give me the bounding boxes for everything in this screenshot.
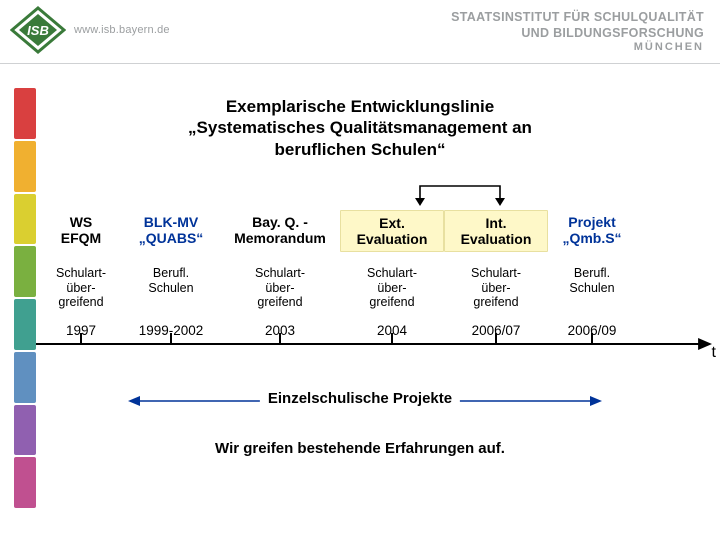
head-l2: Memorandum: [222, 230, 338, 246]
side-bar-segment: [14, 88, 36, 139]
axis-tick: [548, 333, 636, 343]
title-line2: „Systematisches Qualitätsmanagement an: [120, 117, 600, 138]
head-l2: „QUABS“: [124, 230, 218, 246]
closing-statement: Wir greifen bestehende Erfahrungen auf.: [215, 440, 505, 457]
axis-tick: [40, 333, 122, 343]
side-bar-segment: [14, 299, 36, 350]
slide-header: ISB www.isb.bayern.de STAATSINSTITUT FÜR…: [0, 0, 720, 70]
side-bar-segment: [14, 246, 36, 297]
timeline-head-blk-mv: BLK-MV„QUABS“: [122, 210, 220, 252]
timeline-grid: WSEFQMBLK-MV„QUABS“Bay. Q. -MemorandumEx…: [40, 210, 704, 338]
isb-logo-icon: ISB: [10, 6, 66, 54]
feedback-arrow: [404, 180, 516, 206]
institute-line2: UND BILDUNGSFORSCHUNG: [451, 26, 704, 42]
timeline-sub-projekt-qmbs: Berufl.Schulen: [548, 266, 636, 309]
head-l1: BLK-MV: [124, 214, 218, 230]
side-bar-segment: [14, 405, 36, 456]
head-l2: Evaluation: [343, 231, 441, 247]
institute-name: STAATSINSTITUT FÜR SCHULQUALITÄT UND BIL…: [451, 10, 704, 55]
projects-span-label: Einzelschulische Projekte: [260, 390, 460, 407]
timeline-head-bay-q: Bay. Q. -Memorandum: [220, 210, 340, 252]
head-l1: Bay. Q. -: [222, 214, 338, 230]
axis-variable: t: [712, 344, 716, 362]
timeline-sub-ws-efqm: Schulart-über-greifend: [40, 266, 122, 309]
timeline-head-ext-eval: Ext.Evaluation: [340, 210, 444, 252]
slide-title: Exemplarische Entwicklungslinie „Systema…: [120, 96, 600, 160]
timeline-sub-int-eval: Schulart-über-greifend: [444, 266, 548, 309]
logo-url: www.isb.bayern.de: [74, 24, 170, 36]
side-accent-bars: [14, 88, 36, 508]
head-l1: Int.: [447, 215, 545, 231]
timeline-head-ws-efqm: WSEFQM: [40, 210, 122, 252]
timeline-sub-bay-q: Schulart-über-greifend: [220, 266, 340, 309]
head-l1: WS: [42, 214, 120, 230]
axis-tick: [122, 333, 220, 343]
institute-city: MÜNCHEN: [451, 41, 704, 55]
side-bar-segment: [14, 194, 36, 245]
head-l1: Ext.: [343, 215, 441, 231]
head-l2: Evaluation: [447, 231, 545, 247]
timeline-head-int-eval: Int.Evaluation: [444, 210, 548, 252]
timeline-head-projekt-qmbs: Projekt„Qmb.S“: [548, 210, 636, 252]
head-l2: „Qmb.S“: [550, 230, 634, 246]
side-bar-segment: [14, 141, 36, 192]
header-rule: [0, 63, 720, 64]
timeline-ticks: [40, 333, 704, 343]
timeline-sub-ext-eval: Schulart-über-greifend: [340, 266, 444, 309]
logo: ISB www.isb.bayern.de: [10, 6, 170, 54]
head-l1: Projekt: [550, 214, 634, 230]
axis-tick: [444, 333, 548, 343]
axis-tick: [340, 333, 444, 343]
title-line1: Exemplarische Entwicklungslinie: [120, 96, 600, 117]
axis-tick: [220, 333, 340, 343]
head-l2: EFQM: [42, 230, 120, 246]
title-line3: beruflichen Schulen“: [120, 139, 600, 160]
institute-line1: STAATSINSTITUT FÜR SCHULQUALITÄT: [451, 10, 704, 26]
side-bar-segment: [14, 352, 36, 403]
logo-text: ISB: [27, 23, 49, 38]
timeline-sub-blk-mv: Berufl.Schulen: [122, 266, 220, 309]
side-bar-segment: [14, 457, 36, 508]
